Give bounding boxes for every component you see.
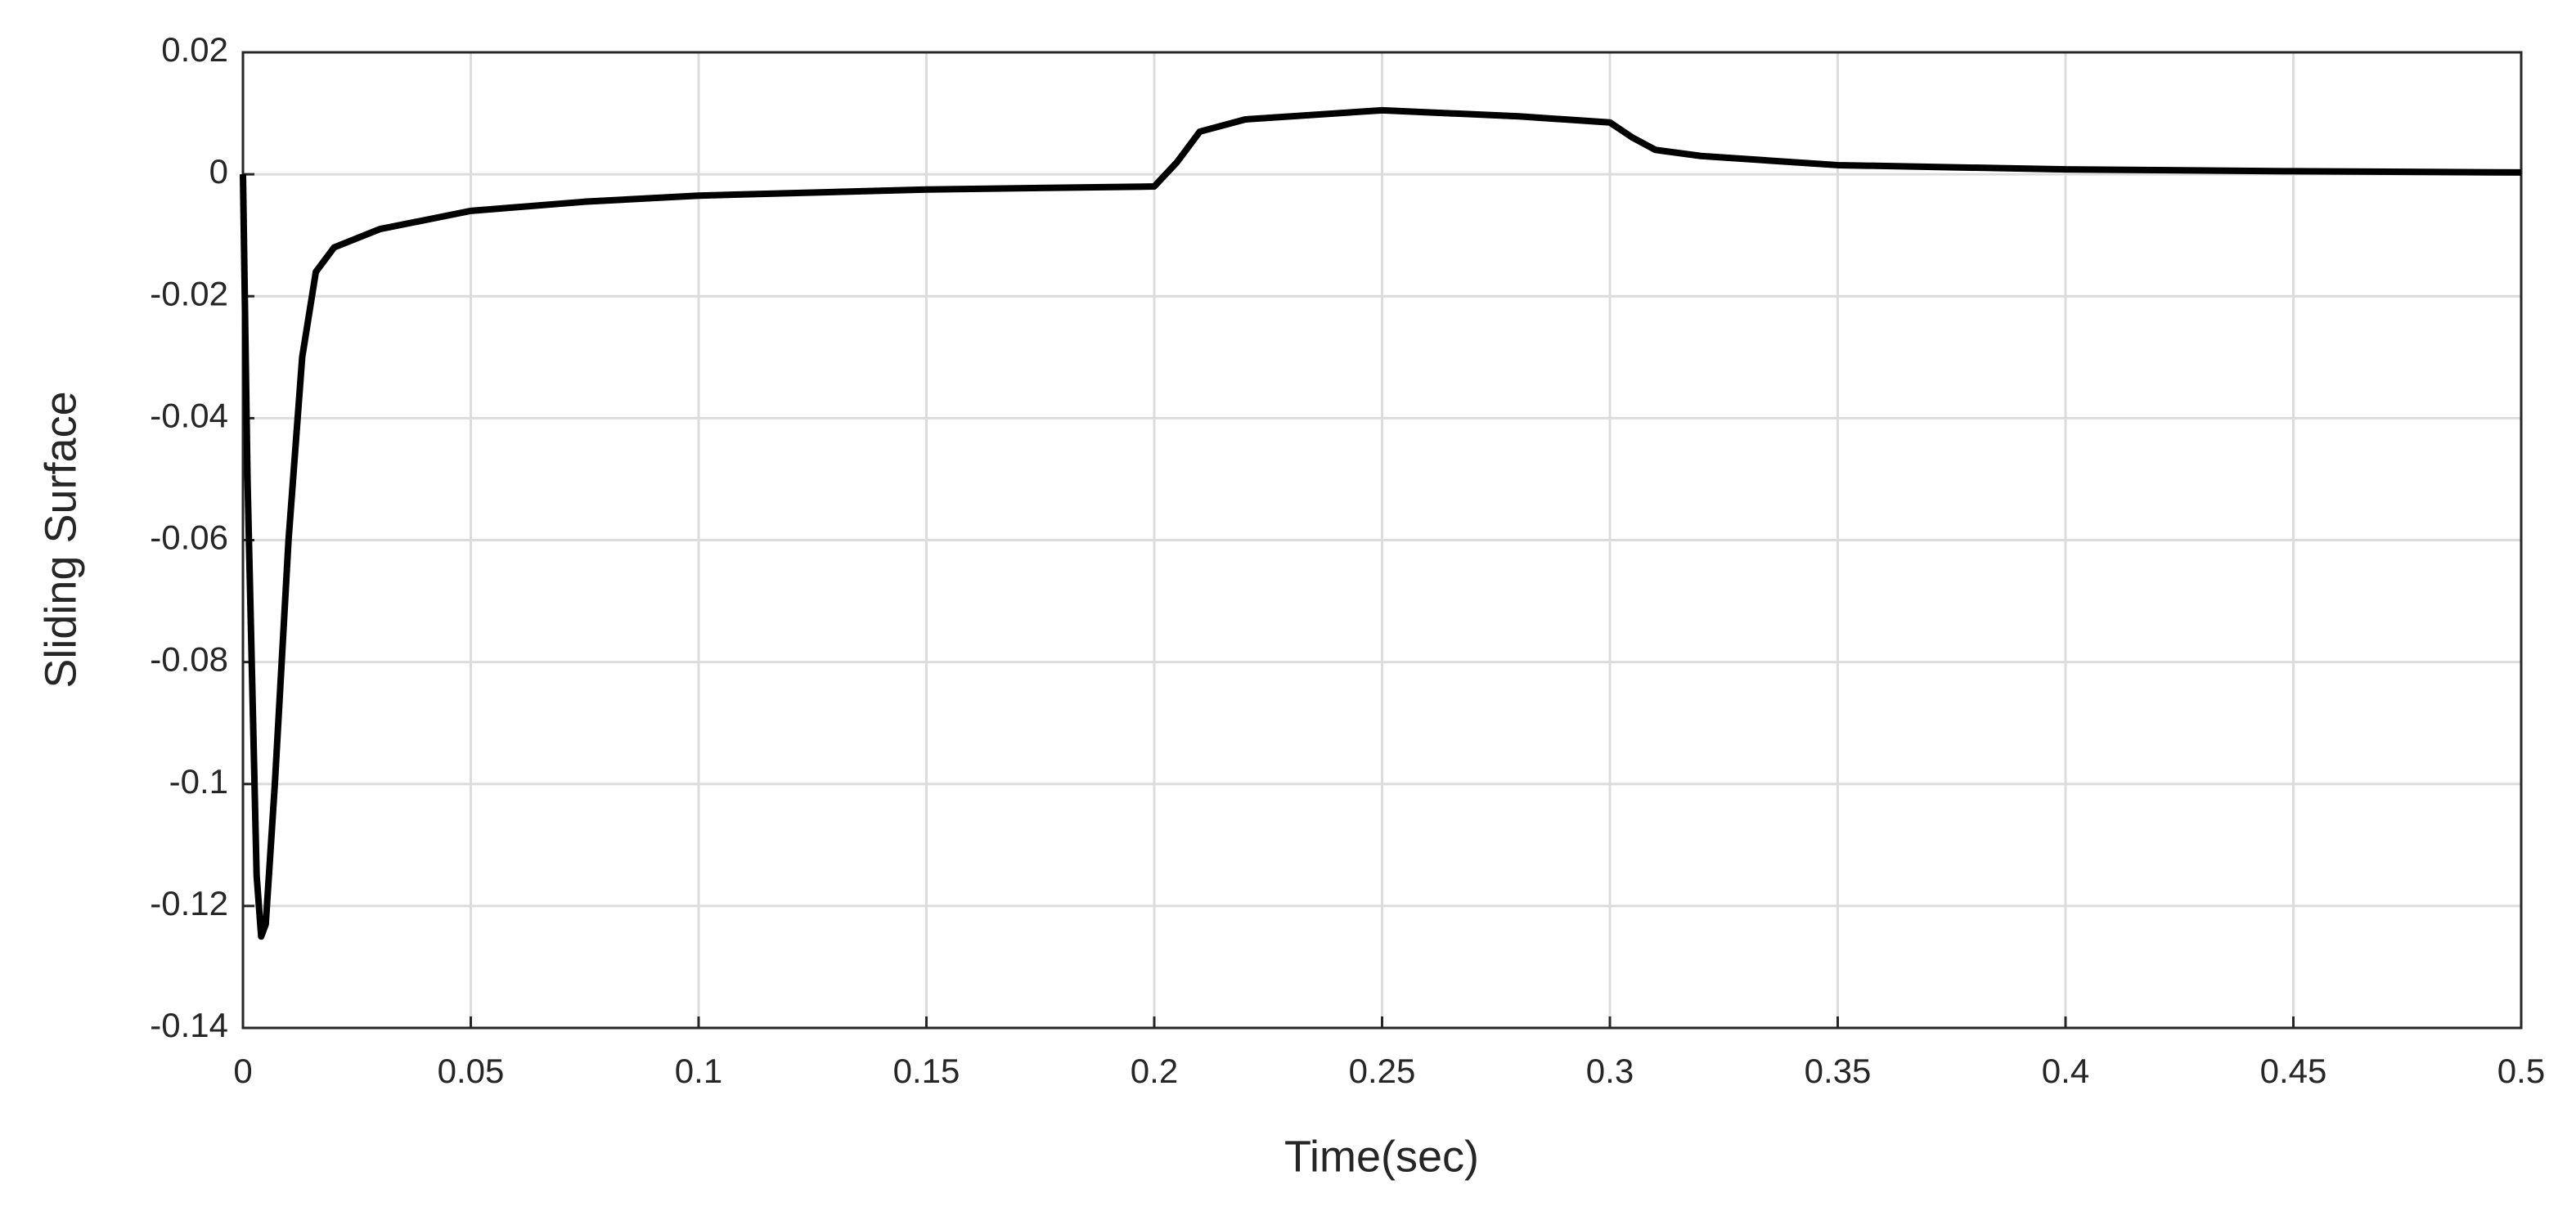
x-tick-label: 0.5 [2497,1052,2545,1090]
x-tick-label: 0.35 [1805,1052,1872,1090]
x-tick-label: 0.1 [675,1052,722,1090]
y-tick-label: 0 [209,152,228,191]
x-tick-label: 0.15 [893,1052,960,1090]
x-tick-label: 0.4 [2042,1052,2089,1090]
y-axis-label: Sliding Surface [36,391,85,688]
y-tick-label: -0.06 [150,518,228,557]
y-tick-label: -0.1 [169,762,228,801]
x-tick-label: 0.3 [1586,1052,1634,1090]
y-tick-label: 0.02 [161,30,228,69]
y-tick-label: -0.14 [150,1006,228,1044]
y-tick-label: -0.12 [150,884,228,922]
x-tick-label: 0.2 [1131,1052,1178,1090]
plot-frame [241,51,2523,1030]
y-tick-label: -0.04 [150,396,228,434]
y-tick-label: -0.02 [150,274,228,312]
x-tick-label: 0.05 [438,1052,505,1090]
x-tick-label: 0 [233,1052,252,1090]
x-tick-label: 0.45 [2260,1052,2327,1090]
data-line [240,106,2522,940]
x-axis-label: Time(sec) [1284,1132,1479,1181]
y-tick-label: -0.08 [150,640,228,679]
x-tick-label: 0.25 [1349,1052,1416,1090]
